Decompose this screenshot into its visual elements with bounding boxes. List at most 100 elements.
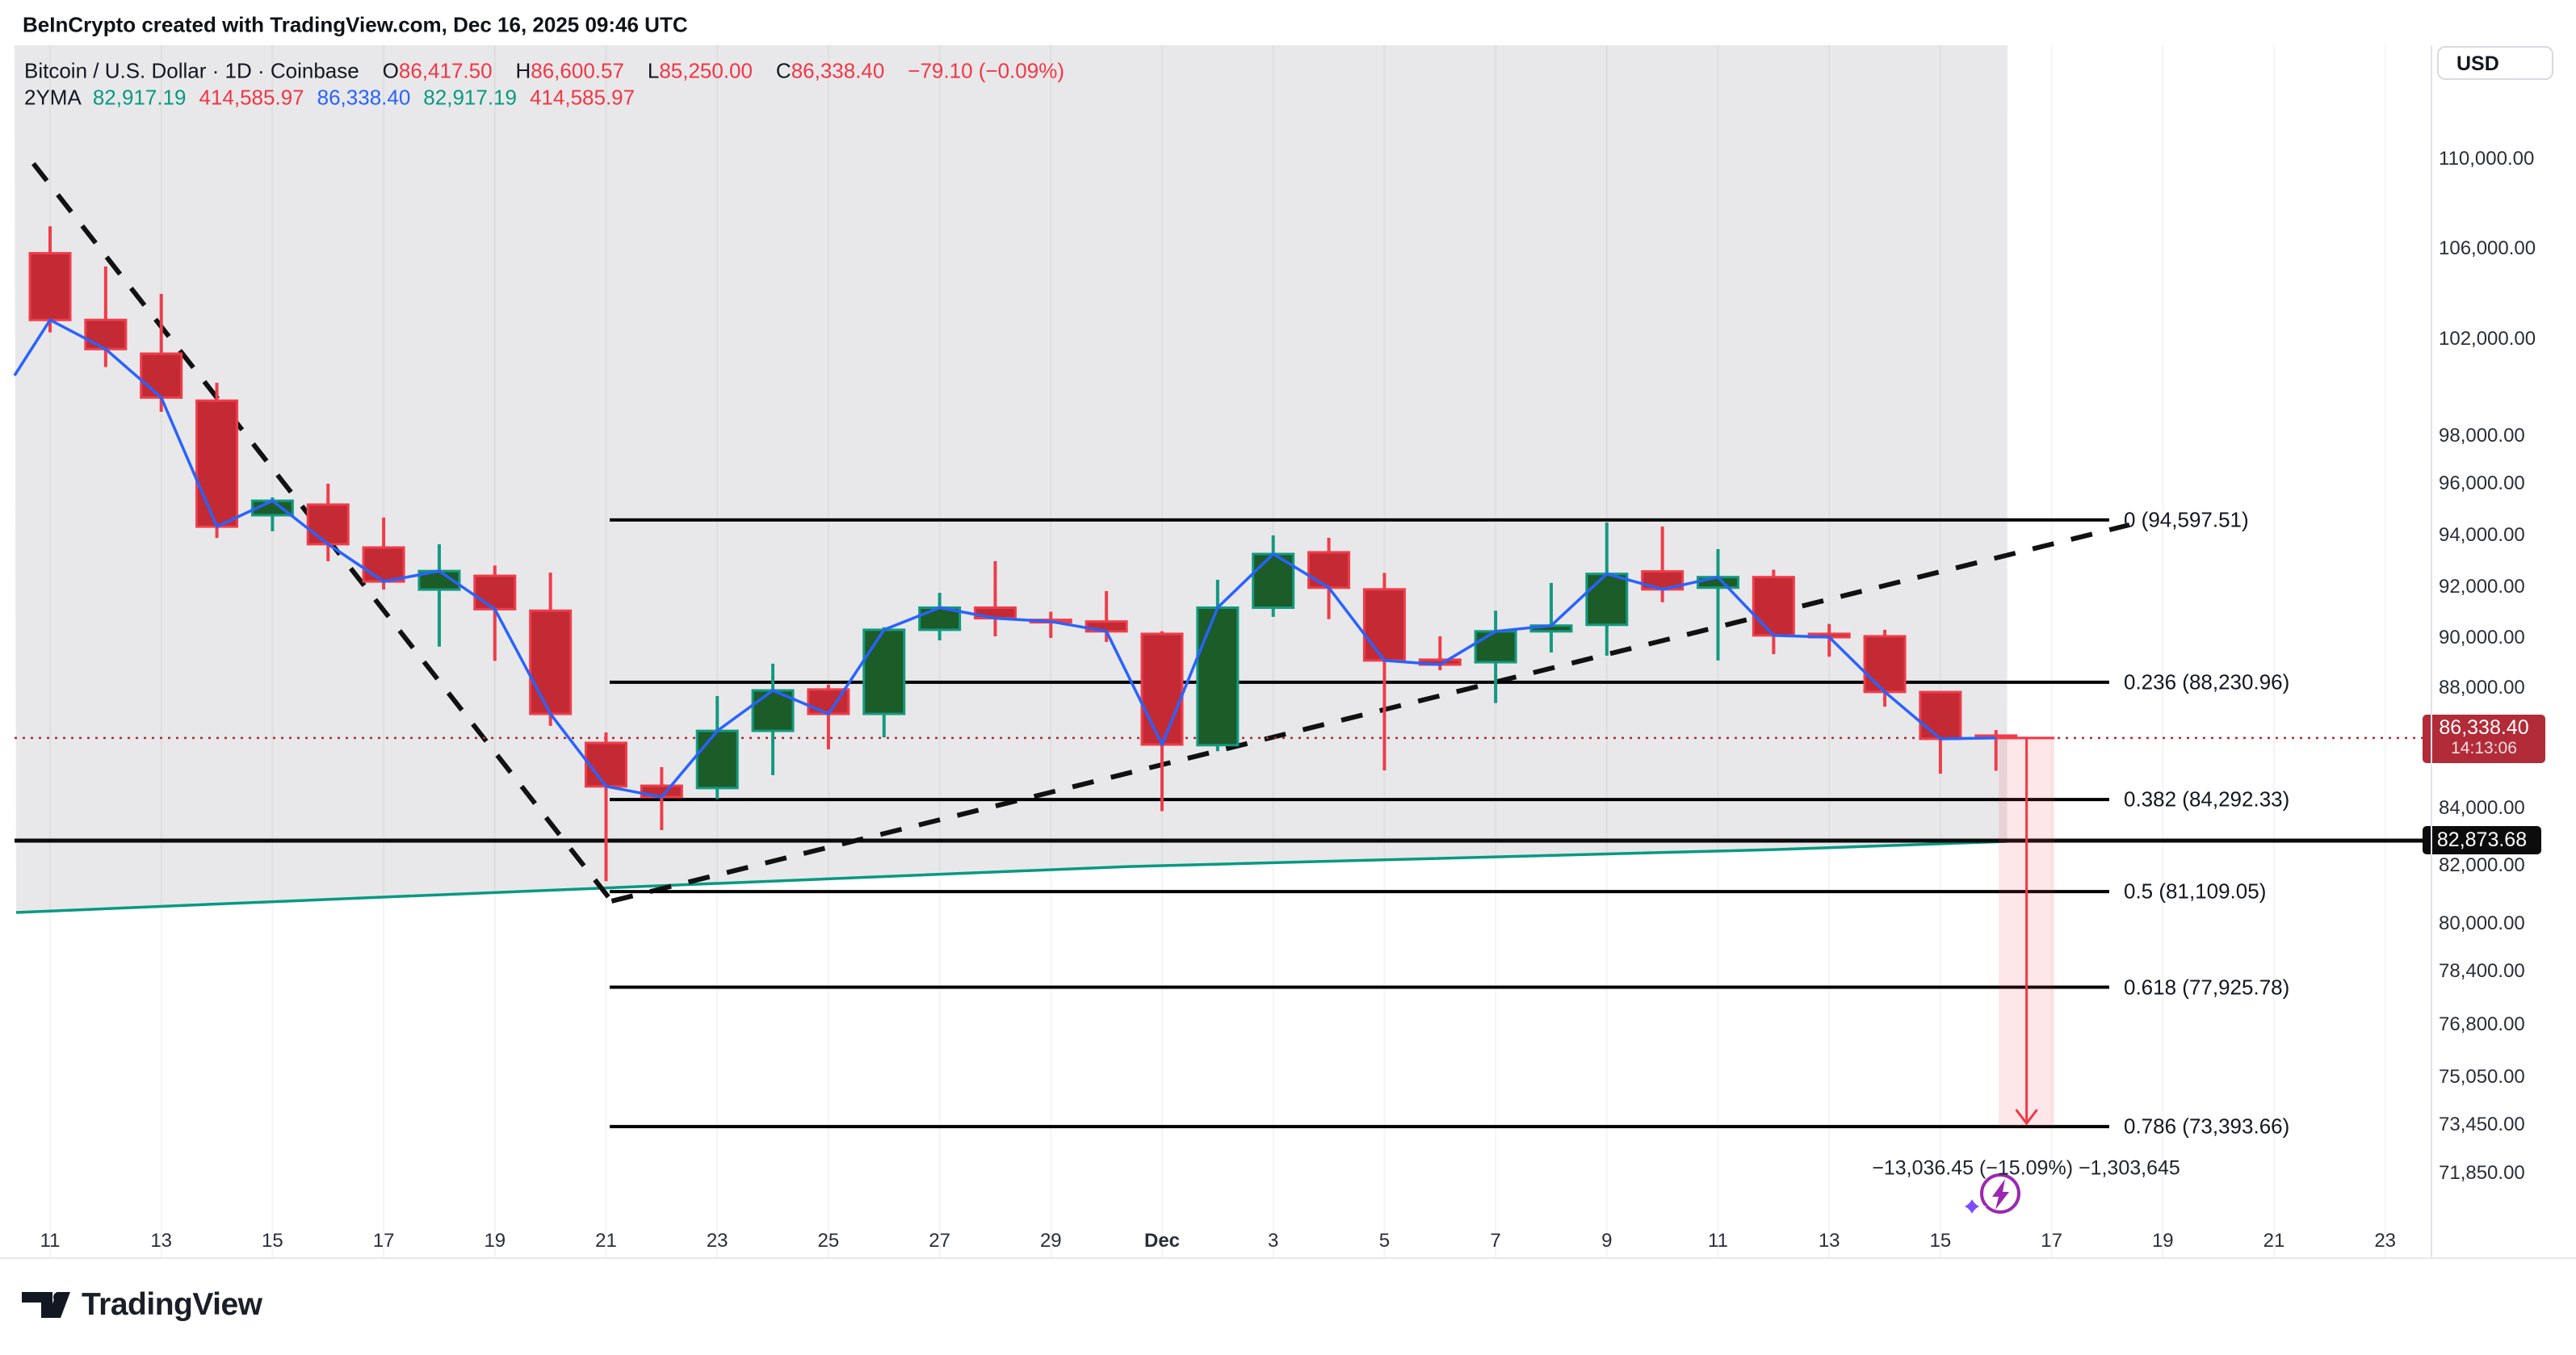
date-tick-15: 15 bbox=[1929, 1230, 1952, 1252]
axis-separator-vertical bbox=[2431, 45, 2432, 1257]
indicator-value-4: 414,585.97 bbox=[529, 85, 636, 110]
candle-body-Dec 4[interactable] bbox=[1307, 551, 1351, 589]
date-tick-5: 5 bbox=[1378, 1230, 1391, 1252]
tradingview-logo[interactable]: TradingView bbox=[20, 1287, 262, 1323]
price-tick-92000: 92,000.00 bbox=[2439, 576, 2525, 598]
date-tick-25: 25 bbox=[817, 1230, 840, 1252]
price-tick-73450: 73,450.00 bbox=[2439, 1114, 2525, 1135]
indicator-value-2: 86,338.40 bbox=[317, 85, 411, 110]
price-tick-110000: 110,000.00 bbox=[2439, 148, 2535, 170]
candle-body-Nov 13[interactable] bbox=[140, 352, 183, 399]
date-tick-7: 7 bbox=[1490, 1230, 1501, 1252]
date-tick-17: 17 bbox=[2041, 1230, 2062, 1252]
measure-tool-arrowhead bbox=[2015, 1109, 2038, 1126]
change-value: −79.10 (−0.09%) bbox=[908, 58, 1064, 83]
symbol-ohlc-row[interactable]: Bitcoin / U.S. Dollar · 1D · Coinbase O8… bbox=[24, 59, 1064, 84]
date-tick-11: 11 bbox=[40, 1230, 61, 1252]
date-tick-27: 27 bbox=[929, 1230, 950, 1252]
close-price-line bbox=[13, 318, 1996, 799]
candle-body-Dec 7[interactable] bbox=[1474, 630, 1517, 664]
candle-body-Nov 19[interactable] bbox=[473, 574, 517, 610]
date-tick-19: 19 bbox=[484, 1230, 506, 1252]
indicator-value-1: 414,585.97 bbox=[199, 85, 304, 110]
fib-level-label-3: 0.5 (81,109.05) bbox=[2124, 879, 2267, 904]
candle-body-Nov 11[interactable] bbox=[28, 252, 72, 321]
price-tick-90000: 90,000.00 bbox=[2439, 627, 2525, 648]
date-tick-17: 17 bbox=[372, 1230, 395, 1252]
last-price-badge: 86,338.40 14:13:06 bbox=[2423, 714, 2545, 763]
candle-body-Nov 26[interactable] bbox=[862, 628, 906, 715]
high-label: H bbox=[515, 58, 531, 83]
price-tick-71850: 71,850.00 bbox=[2439, 1162, 2525, 1184]
watermark-attribution: BeInCrypto created with TradingView.com,… bbox=[23, 12, 688, 37]
indicator-value-0: 82,917.19 bbox=[92, 85, 187, 110]
price-tick-82000: 82,000.00 bbox=[2439, 854, 2525, 876]
ai-assistant-icon-circle[interactable] bbox=[1980, 1173, 2020, 1214]
candle-body-Nov 16[interactable] bbox=[306, 503, 350, 546]
high-value: 86,600.57 bbox=[531, 58, 624, 83]
date-tick-11: 11 bbox=[1708, 1230, 1728, 1252]
date-tick-13: 13 bbox=[1818, 1230, 1840, 1252]
candle-body-Dec 2[interactable] bbox=[1196, 606, 1240, 747]
currency-toggle-button[interactable]: USD bbox=[2437, 46, 2553, 80]
fib-level-label-4: 0.618 (77,925.78) bbox=[2124, 975, 2290, 1000]
date-tick-Dec: Dec bbox=[1143, 1230, 1181, 1252]
close-label: C bbox=[775, 58, 791, 83]
horizontal-line-price-badge: 82,873.68 bbox=[2423, 825, 2541, 854]
price-tick-84000: 84,000.00 bbox=[2439, 797, 2525, 819]
candle-body-Dec 12[interactable] bbox=[1752, 576, 1795, 637]
candle-body-Dec 1[interactable] bbox=[1140, 632, 1184, 746]
measure-tool-label: −13,036.45 (−15.09%) −1,303,645 bbox=[1872, 1156, 2180, 1180]
date-tick-29: 29 bbox=[1039, 1230, 1062, 1252]
candle-body-Nov 14[interactable] bbox=[195, 399, 239, 528]
axis-separator-horizontal bbox=[0, 1257, 2576, 1259]
candle-body-Dec 9[interactable] bbox=[1585, 573, 1629, 627]
low-label: L bbox=[647, 58, 660, 83]
date-tick-9: 9 bbox=[1601, 1230, 1613, 1252]
candle-body-Nov 17[interactable] bbox=[362, 546, 405, 583]
candle-body-Nov 21[interactable] bbox=[585, 741, 627, 788]
date-tick-3: 3 bbox=[1268, 1230, 1279, 1252]
symbol-title[interactable]: Bitcoin / U.S. Dollar · 1D · Coinbase bbox=[24, 58, 359, 83]
candle-body-Nov 12[interactable] bbox=[84, 318, 128, 350]
price-tick-102000: 102,000.00 bbox=[2439, 328, 2536, 350]
sparkle-icon bbox=[1957, 1191, 1987, 1222]
fib-level-label-2: 0.382 (84,292.33) bbox=[2124, 787, 2290, 812]
indicator-value-3: 82,917.19 bbox=[423, 85, 517, 110]
date-tick-15: 15 bbox=[262, 1230, 283, 1252]
candle-body-Dec 5[interactable] bbox=[1362, 588, 1406, 662]
low-value: 85,250.00 bbox=[659, 58, 753, 83]
indicator-row[interactable]: 2YMA 82,917.19 414,585.97 86,338.40 82,917.1… bbox=[24, 86, 661, 111]
date-tick-13: 13 bbox=[150, 1230, 173, 1252]
price-tick-94000: 94,000.00 bbox=[2439, 524, 2525, 546]
open-value: 86,417.50 bbox=[398, 58, 493, 83]
candle-body-Dec 15[interactable] bbox=[1919, 690, 1962, 740]
date-axis[interactable] bbox=[0, 1211, 2431, 1257]
fib-level-label-1: 0.236 (88,230.96) bbox=[2124, 669, 2290, 694]
bar-countdown: 14:13:06 bbox=[2451, 739, 2517, 758]
last-price-value: 86,338.40 bbox=[2439, 715, 2529, 739]
price-tick-106000: 106,000.00 bbox=[2439, 237, 2536, 259]
date-tick-21: 21 bbox=[2263, 1230, 2285, 1252]
date-tick-23: 23 bbox=[2374, 1230, 2397, 1252]
price-tick-76800: 76,800.00 bbox=[2439, 1013, 2525, 1035]
price-tick-96000: 96,000.00 bbox=[2439, 472, 2525, 494]
date-tick-19: 19 bbox=[2151, 1230, 2174, 1252]
open-label: O bbox=[382, 58, 399, 83]
price-tick-88000: 88,000.00 bbox=[2439, 677, 2525, 698]
candle-body-Dec 14[interactable] bbox=[1863, 635, 1907, 694]
indicator-name[interactable]: 2YMA bbox=[24, 85, 82, 110]
price-tick-98000: 98,000.00 bbox=[2439, 425, 2525, 447]
fib-level-label-0: 0 (94,597.51) bbox=[2124, 507, 2249, 532]
candle-body-Nov 20[interactable] bbox=[529, 609, 573, 715]
ma-2y-line[interactable] bbox=[15, 840, 2008, 914]
lightning-bolt-icon bbox=[1992, 1179, 2009, 1210]
price-tick-80000: 80,000.00 bbox=[2439, 912, 2525, 934]
date-tick-21: 21 bbox=[595, 1230, 617, 1252]
date-tick-23: 23 bbox=[706, 1230, 728, 1252]
price-tick-75050: 75,050.00 bbox=[2439, 1066, 2525, 1088]
price-tick-78400: 78,400.00 bbox=[2439, 960, 2525, 982]
candle-body-Nov 23[interactable] bbox=[695, 729, 739, 790]
tradingview-logo-icon bbox=[22, 1292, 70, 1318]
